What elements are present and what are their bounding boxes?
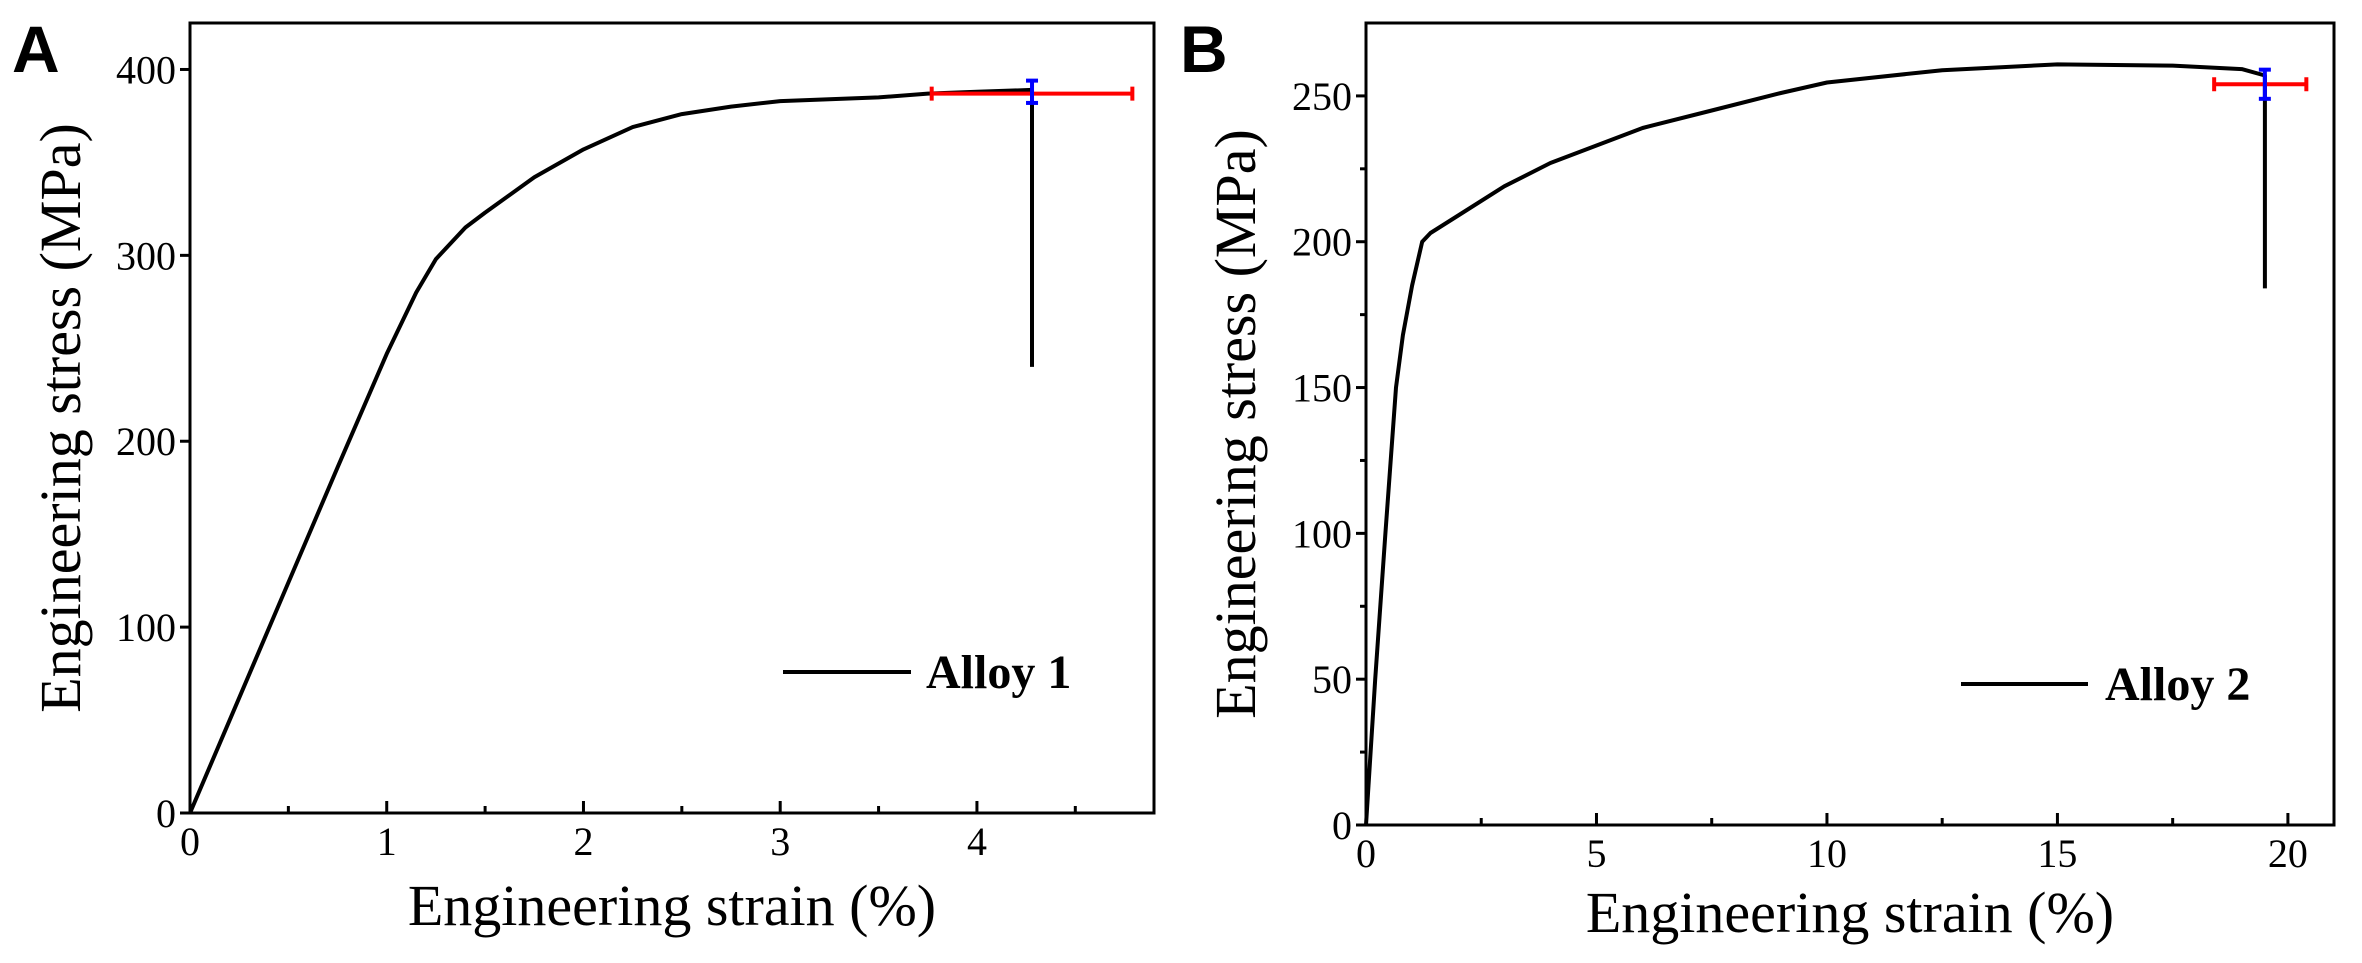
panel-a-x-axis-label: Engineering strain (%) [408, 873, 936, 938]
panel-a-y-tick-label: 200 [116, 419, 176, 464]
panel-b-x-axis-label: Engineering strain (%) [1586, 880, 2114, 945]
panel-b-y-tick-label: 100 [1292, 511, 1352, 556]
panel-a-y-axis-label: Engineering stress (MPa) [28, 123, 93, 713]
panel-b-legend-label: Alloy 2 [2105, 658, 2250, 711]
panel-b-x-tick-label: 15 [2037, 831, 2077, 876]
panel-a-series-line [188, 87, 1034, 814]
panel-a-y-tick-label: 400 [116, 47, 176, 92]
panel-b-y-axis-label: Engineering stress (MPa) [1203, 129, 1268, 719]
panel-a-chart: A Engineering strain (%) Engineering str… [12, 12, 1156, 938]
panel-a-plot-frame [188, 21, 1156, 815]
panel-a-y-tick-label: 0 [156, 791, 176, 836]
panel-b-chart: B Engineering strain (%) Engineering str… [1180, 12, 2336, 945]
panel-b-y-tick-label: 150 [1292, 366, 1352, 411]
panel-b-plot-frame [1364, 21, 2336, 827]
panel-b-y-tick-label: 250 [1292, 74, 1352, 119]
panel-b-series-line [1364, 62, 2267, 826]
panel-a-y-tick-label: 300 [116, 233, 176, 278]
panel-a-x-tick-label: 4 [967, 819, 987, 864]
panel-a-x-tick-label: 0 [180, 819, 200, 864]
panel-b-y-tick-label: 200 [1292, 220, 1352, 265]
panel-a-x-tick-label: 2 [573, 819, 593, 864]
panel-b-y-tick-label: 0 [1332, 803, 1352, 848]
panel-a-legend-label: Alloy 1 [926, 646, 1071, 699]
panel-b-y-tick-label: 50 [1312, 657, 1352, 702]
panel-a-label: A [12, 12, 60, 86]
panel-b-x-tick-label: 20 [2268, 831, 2308, 876]
panel-b-x-tick-label: 0 [1356, 831, 1376, 876]
panel-b-label: B [1180, 12, 1228, 86]
panel-a-x-tick-label: 3 [770, 819, 790, 864]
panel-a-y-tick-label: 100 [116, 605, 176, 650]
panel-a-x-tick-label: 1 [377, 819, 397, 864]
panel-b-x-tick-label: 10 [1807, 831, 1847, 876]
panel-b-x-tick-label: 5 [1586, 831, 1606, 876]
